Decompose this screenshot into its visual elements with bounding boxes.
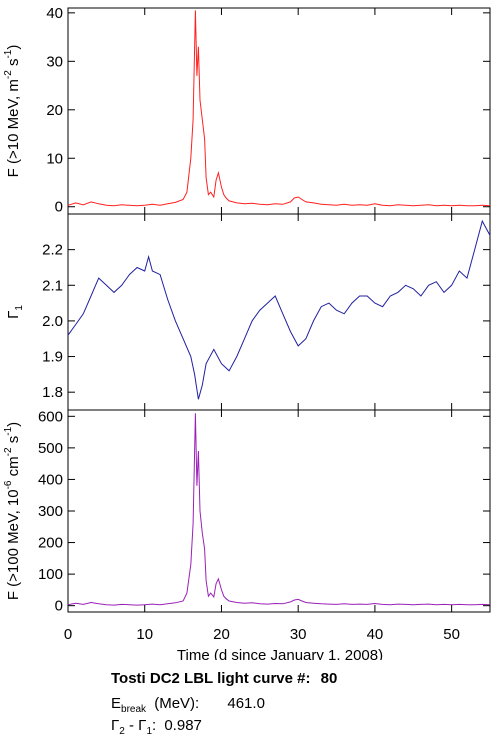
ylabel-part: Γ xyxy=(5,311,22,319)
panel-3-ytick-label: 100 xyxy=(38,566,63,583)
ebreak-value: 461.0 xyxy=(227,695,265,712)
panel-1-ylabel: F (>10 MeV, m-2 s-1) xyxy=(3,45,22,178)
panel-2-frame xyxy=(67,213,491,411)
panel-3-frame xyxy=(67,409,491,613)
ylabel-part: -2 xyxy=(3,70,14,79)
panel-2-ylabel: Γ1 xyxy=(5,305,25,319)
gamma-diff-line: Γ2 - Γ1: 0.987 xyxy=(111,717,202,737)
panel-3-ytick-label: 200 xyxy=(38,535,63,552)
panel-3-ytick-label: 500 xyxy=(38,440,63,457)
panel-3-ytick-label: 300 xyxy=(38,503,63,520)
ebreak-unit: (MeV): xyxy=(154,695,200,712)
gamma1-symbol: Γ xyxy=(138,717,147,734)
panel-3-ytick-label: 600 xyxy=(38,408,63,425)
gamma2-symbol: Γ xyxy=(111,717,120,734)
ylabel-part: -1 xyxy=(3,426,14,435)
panel-1-series-line xyxy=(67,10,491,207)
panel-3-series-line xyxy=(67,413,491,606)
info-title-line: Tosti DC2 LBL light curve #: 80 xyxy=(111,670,337,687)
ylabel-part: s xyxy=(5,436,22,448)
ebreak-line: Ebreak (MeV): 461.0 xyxy=(111,695,265,715)
ylabel-part: -6 xyxy=(3,480,14,489)
ylabel-part: ) xyxy=(5,422,22,427)
panel-2-series-line xyxy=(67,219,491,400)
gamma-colon: : xyxy=(152,717,157,734)
curve-number: 80 xyxy=(320,670,338,687)
x-tick-label: 20 xyxy=(213,626,230,643)
gamma2-subscript: 2 xyxy=(119,726,125,737)
x-tick-label: 0 xyxy=(64,626,72,643)
panel-3-ytick-label: 400 xyxy=(38,471,63,488)
ebreak-subscript: break xyxy=(121,704,147,715)
panel-1-ytick-label: 30 xyxy=(46,53,63,70)
ylabel-part: ) xyxy=(5,45,22,50)
x-axis-label: Time (d since January 1, 2008) xyxy=(177,647,383,660)
x-tick-label: 10 xyxy=(136,626,153,643)
gamma-separator: - xyxy=(129,717,134,734)
panel-1-ytick-label: 10 xyxy=(46,150,63,167)
panel-2-ytick-label: 2.1 xyxy=(42,277,63,294)
ylabel-part: 1 xyxy=(14,305,25,311)
panel-3-ytick-label: 0 xyxy=(55,598,63,615)
ylabel-part: s xyxy=(5,59,22,71)
ylabel-part: -2 xyxy=(3,447,14,456)
ylabel-part: -1 xyxy=(3,49,14,58)
panel-1-ytick-label: 0 xyxy=(55,199,63,216)
panel-1-frame xyxy=(67,7,491,215)
x-tick-label: 50 xyxy=(443,626,460,643)
x-tick-label: 30 xyxy=(290,626,307,643)
panel-2-ytick-label: 1.9 xyxy=(42,349,63,366)
ebreak-symbol: E xyxy=(111,695,122,712)
ylabel-part: F (>100 MeV, 10 xyxy=(5,489,22,600)
gamma-diff-value: 0.987 xyxy=(164,717,202,734)
ylabel-part: F (>10 MeV, m xyxy=(5,79,22,177)
panel-2-ytick-label: 1.8 xyxy=(42,384,63,401)
gamma1-subscript: 1 xyxy=(146,726,152,737)
ylabel-part: cm xyxy=(5,456,22,480)
panel-2-ytick-label: 2.0 xyxy=(42,313,63,330)
x-tick-label: 40 xyxy=(367,626,384,643)
panel-3-ylabel: F (>100 MeV, 10-6 cm-2 s-1) xyxy=(3,422,22,600)
panel-1-ytick-label: 40 xyxy=(46,5,63,22)
panel-1-ytick-label: 20 xyxy=(46,102,63,119)
info-title: Tosti DC2 LBL light curve #: xyxy=(111,670,311,687)
panel-2-ytick-label: 2.2 xyxy=(42,242,63,259)
